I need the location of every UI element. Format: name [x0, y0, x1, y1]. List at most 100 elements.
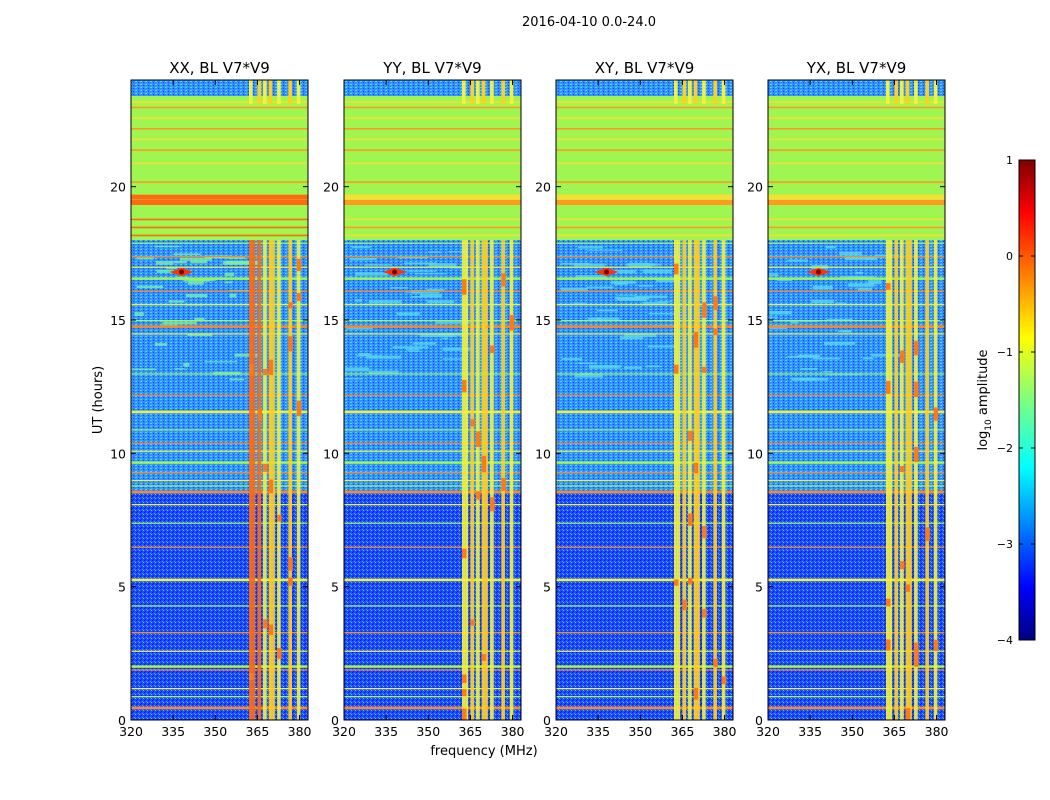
saturated-region [556, 96, 733, 240]
rfi-line [556, 450, 733, 452]
rfi-blob [693, 462, 699, 474]
rfi-line [344, 181, 521, 183]
rfi-blob [682, 599, 687, 611]
noise-streak [368, 300, 402, 304]
noise-streak [227, 257, 246, 260]
panel-4: YX, BL V7*V9 320 335 350 365 380 0 5 10 15 20 [747, 59, 948, 739]
rfi-column [933, 240, 938, 720]
rfi-blob [688, 577, 693, 585]
noise-streak [769, 326, 788, 330]
y-tick-label: 5 [331, 580, 339, 595]
rfi-line [768, 522, 945, 524]
noise-streak [364, 264, 392, 266]
rfi-column-top [462, 80, 466, 104]
rfi-line [768, 218, 945, 221]
rfi-line [131, 128, 308, 130]
rfi-line [768, 106, 945, 109]
noise-streak [610, 280, 636, 284]
rfi-blob [288, 336, 293, 352]
noise-streak [857, 287, 873, 291]
rfi-line [556, 665, 733, 668]
rfi-line [344, 504, 521, 506]
x-tick-label: 365 [458, 724, 482, 739]
rfi-line [131, 117, 308, 119]
rfi-line [344, 632, 521, 634]
rfi-blob [702, 366, 707, 373]
noise-streak [426, 288, 445, 292]
noise-region-top [556, 80, 733, 96]
rfi-line [344, 669, 521, 671]
rfi-line [556, 485, 733, 487]
rfi-blob [914, 340, 919, 356]
noise-streak [352, 246, 371, 249]
rfi-line [556, 138, 733, 141]
rfi-blob [925, 527, 930, 542]
colorbar-tick-label: −3 [997, 538, 1013, 551]
rfi-column [900, 240, 904, 720]
rfi-line [556, 117, 733, 119]
rfi-blob [501, 477, 506, 491]
y-tick-label: 20 [323, 180, 339, 195]
noise-streak [390, 287, 409, 289]
rfi-blob [886, 639, 891, 651]
y-tick-label: 10 [535, 446, 551, 461]
saturated-region [768, 96, 945, 240]
noise-streak [419, 293, 443, 297]
noise-streak [573, 263, 605, 267]
rfi-line [344, 149, 521, 151]
x-tick-label: 320 [332, 724, 356, 739]
rfi-blob [886, 598, 891, 607]
rfi-line [768, 696, 945, 698]
rfi-line [131, 480, 308, 482]
rfi-column [481, 240, 488, 720]
rfi-column [721, 240, 726, 720]
rfi-blob [490, 497, 495, 512]
noise-streak [134, 312, 144, 316]
axes-frame [767, 79, 946, 721]
rfi-blob [268, 624, 274, 635]
heatmap-image [556, 80, 733, 720]
rfi-line [556, 480, 733, 482]
rfi-blob [490, 345, 495, 354]
rfi-blob [900, 561, 905, 570]
axes-frame [555, 79, 734, 721]
noise-streak [368, 370, 399, 375]
noise-streak [791, 377, 817, 381]
rfi-line [768, 194, 945, 200]
x-tick-label: 380 [713, 724, 737, 739]
rfi-column-top [682, 80, 687, 104]
rfi-blob [481, 654, 487, 661]
rfi-line [131, 394, 308, 396]
rfi-line [556, 429, 733, 431]
panel-title: XX, BL V7*V9 [169, 59, 270, 77]
y-tick-label: 20 [110, 180, 126, 195]
rfi-line [556, 394, 733, 396]
saturated-region [344, 96, 521, 240]
rfi-line [131, 162, 308, 165]
noise-streak [648, 313, 676, 315]
rfi-line [556, 706, 733, 710]
noise-streak [156, 261, 174, 265]
noise-streak [586, 286, 614, 289]
noise-streak [229, 378, 244, 381]
noise-streak [442, 347, 472, 351]
x-tick-label: 335 [374, 724, 398, 739]
noise-streak [427, 300, 455, 304]
rfi-blob [296, 400, 302, 417]
noise-streak [349, 257, 377, 261]
y-tick-label: 5 [755, 580, 763, 595]
rfi-line [556, 472, 733, 474]
heatmap-image [768, 80, 945, 720]
panel-1: XX, BL V7*V9 320 335 350 365 380 0 5 10 15 20 UT (h… [91, 59, 312, 739]
x-tick-label: 380 [288, 724, 312, 739]
noise-streak [769, 273, 779, 277]
noise-streak [392, 346, 429, 349]
rfi-line [556, 181, 733, 183]
noise-streak [769, 310, 792, 315]
noise-streak [190, 260, 208, 264]
rfi-line [131, 485, 308, 487]
rfi-line [768, 138, 945, 141]
noise-streak [800, 368, 818, 371]
rfi-line [344, 194, 521, 200]
